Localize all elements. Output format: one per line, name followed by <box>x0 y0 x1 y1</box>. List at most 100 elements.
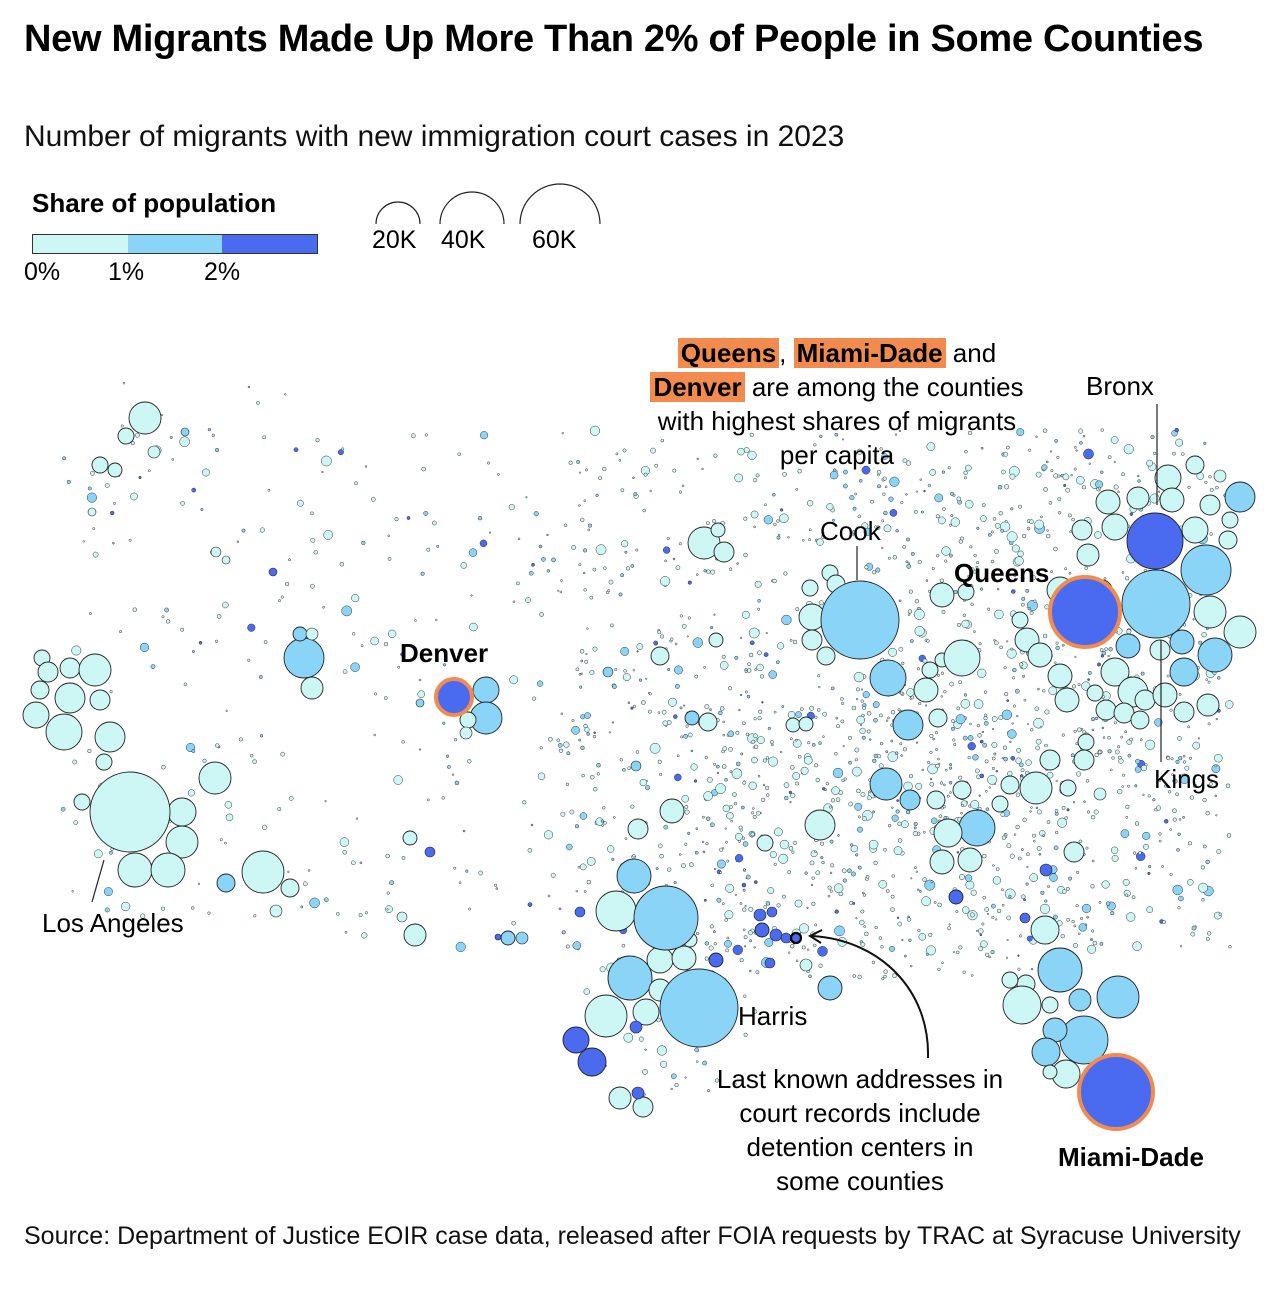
county-bubble-small <box>224 841 227 845</box>
county-bubble-small <box>970 602 974 607</box>
county-bubble-small <box>532 696 537 701</box>
county-bubble-small <box>1088 462 1091 465</box>
county-bubble-small <box>982 895 986 900</box>
county-bubble-small <box>959 536 964 541</box>
county-bubble-small <box>675 565 681 571</box>
county-bubble-small <box>897 838 903 843</box>
county-bubble-small <box>748 781 757 790</box>
county-bubble-medium <box>1181 516 1209 544</box>
county-bubble-small <box>895 809 900 814</box>
county-bubble-small <box>831 786 840 795</box>
county-bubble-small <box>703 569 707 573</box>
county-bubble-small <box>1134 867 1138 870</box>
annotation-comma: , <box>779 338 787 368</box>
county-bubble-small <box>1072 801 1076 804</box>
county-bubble-small <box>1042 689 1046 693</box>
county-bubble-small <box>979 933 983 937</box>
county-bubble-small <box>919 889 922 893</box>
county-bubble-small <box>985 790 988 793</box>
county-bubble-small <box>949 681 954 687</box>
county-bubble-small <box>1205 678 1208 681</box>
county-bubble-small <box>929 733 934 739</box>
county-bubble-small <box>1055 780 1058 783</box>
county-bubble-small <box>656 1045 667 1056</box>
county-bubble-small <box>901 938 904 942</box>
county-bubble-small <box>672 468 677 473</box>
county-bubble-medium <box>1169 629 1195 655</box>
county-bubble-small <box>1110 911 1115 916</box>
county-bubble-small <box>1028 448 1032 452</box>
county-bubble-medium <box>221 555 231 565</box>
bubble-denver <box>434 677 474 717</box>
county-bubble-small <box>1040 515 1043 519</box>
county-bubble-small <box>769 740 774 745</box>
county-bubble-small <box>1216 849 1222 855</box>
county-bubble-small <box>883 847 887 852</box>
county-bubble-small <box>806 500 814 507</box>
county-bubble-small <box>583 548 588 553</box>
county-bubble-small <box>914 626 925 637</box>
county-bubble-small <box>905 809 911 815</box>
county-bubble-small <box>684 809 690 815</box>
annotation-and: and <box>952 338 997 368</box>
county-bubble-small <box>821 534 826 539</box>
county-bubble-small <box>480 431 489 440</box>
county-bubble-small <box>701 467 704 471</box>
county-bubble-small <box>752 478 758 483</box>
county-bubble-small <box>949 763 953 767</box>
label-cook: Cook <box>820 516 881 546</box>
county-bubble-small <box>1041 464 1048 471</box>
county-bubble-small <box>630 706 634 710</box>
county-bubble-small <box>758 709 763 714</box>
county-bubble-small <box>892 973 897 978</box>
county-bubble-small <box>530 823 534 827</box>
county-bubble-small <box>322 605 325 609</box>
county-bubble-small <box>996 587 1000 591</box>
county-bubble-small <box>323 530 334 540</box>
county-bubble-small <box>1049 450 1053 453</box>
county-bubble-small <box>451 773 455 776</box>
county-bubble-small <box>734 832 743 841</box>
county-bubble-small <box>965 464 972 472</box>
county-bubble-small <box>1140 671 1145 676</box>
detention-line4: some counties <box>776 1166 944 1196</box>
county-bubble-small <box>976 526 980 530</box>
county-bubble-small <box>455 941 466 952</box>
county-bubble-small <box>934 731 939 735</box>
county-bubble-medium <box>957 583 975 601</box>
county-bubble-small <box>556 738 561 743</box>
county-bubble-small <box>191 487 197 493</box>
county-bubble-small <box>882 476 887 481</box>
county-bubble-small <box>907 609 913 614</box>
county-bubble-small <box>657 630 662 635</box>
county-bubble-medium <box>1059 779 1077 797</box>
county-bubble-small <box>608 731 611 734</box>
county-bubble-small <box>798 923 810 934</box>
county-bubble-small <box>1122 773 1126 777</box>
county-bubble-small <box>1067 513 1072 518</box>
county-bubble-small <box>955 950 960 955</box>
county-bubble-small <box>423 510 429 516</box>
county-bubble-small <box>249 753 254 758</box>
county-bubble-small <box>222 601 229 609</box>
county-bubble-small <box>1129 512 1134 516</box>
county-bubble-small <box>948 553 953 558</box>
county-bubble-small <box>861 465 871 475</box>
county-bubble-small <box>1187 485 1191 489</box>
county-bubble-small <box>956 706 961 711</box>
county-bubble-small <box>625 566 630 571</box>
county-bubble-small <box>1054 439 1059 443</box>
county-bubble-medium <box>494 933 502 941</box>
county-bubble-medium <box>128 401 162 435</box>
county-bubble-small <box>1060 934 1065 939</box>
county-bubble-small <box>973 699 984 709</box>
county-bubble-small <box>706 569 711 574</box>
county-bubble-medium <box>684 710 700 726</box>
county-bubble-small <box>1125 893 1129 897</box>
county-bubble-small <box>883 974 887 979</box>
county-bubble-small <box>1030 806 1033 809</box>
county-bubble-small <box>890 907 895 912</box>
county-bubble-small <box>828 805 832 809</box>
county-bubble-small <box>843 483 848 489</box>
county-bubble-small <box>799 707 804 711</box>
